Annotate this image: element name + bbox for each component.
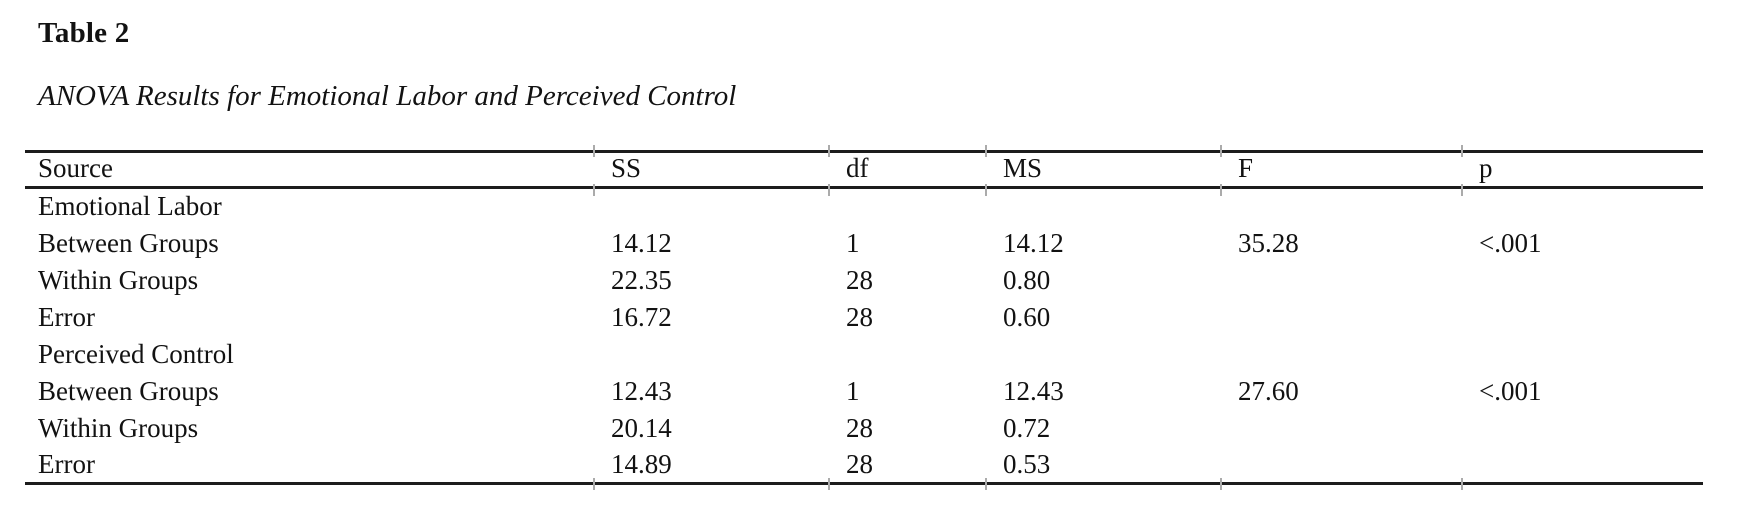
- cell-ss: 14.12: [611, 227, 672, 258]
- cell-f: 27.60: [1238, 375, 1299, 406]
- rule-tick: [1220, 184, 1222, 196]
- cell-p: <.001: [1479, 375, 1542, 406]
- cell-source: Error: [38, 448, 95, 479]
- rule-tick: [593, 184, 595, 196]
- table-row-section-emotional-labor: Emotional Labor: [25, 188, 1703, 225]
- cell-ms: 0.80: [1003, 264, 1051, 295]
- header-p: p: [1461, 151, 1703, 189]
- cell-f: [1220, 188, 1461, 225]
- cell-ms: 0.60: [1003, 301, 1051, 332]
- header-f: F: [1220, 151, 1461, 189]
- cell-ms: [985, 336, 1220, 373]
- header-row: Source SS df MS F p: [25, 151, 1703, 189]
- rule-tick: [985, 145, 987, 157]
- cell-ss: 14.89: [611, 448, 672, 479]
- table-title: ANOVA Results for Emotional Labor and Pe…: [38, 80, 737, 112]
- cell-f: 35.28: [1238, 227, 1299, 258]
- cell-ss: 12.43: [611, 375, 672, 406]
- cell-ss: 20.14: [611, 412, 672, 443]
- table-row-section-perceived-control: Perceived Control: [25, 336, 1703, 373]
- cell-source: Between Groups: [38, 227, 219, 258]
- cell-df: 28: [846, 448, 873, 479]
- cell-p: [1461, 188, 1703, 225]
- cell-ms: [985, 188, 1220, 225]
- cell-ms: 0.53: [1003, 448, 1051, 479]
- cell-source: Perceived Control: [38, 338, 234, 369]
- table-row: Within Groups 20.14 28 0.72: [25, 410, 1703, 447]
- cell-f: [1220, 262, 1461, 299]
- cell-source: Within Groups: [38, 264, 199, 295]
- header-ms: MS: [985, 151, 1220, 189]
- cell-ms: 12.43: [1003, 375, 1064, 406]
- cell-df: [828, 336, 985, 373]
- cell-f: [1220, 299, 1461, 336]
- rule-tick: [1220, 145, 1222, 157]
- header-ss: SS: [593, 151, 828, 189]
- table-row: Between Groups 12.43 1 12.43 27.60 <.001: [25, 373, 1703, 410]
- cell-f: [1220, 410, 1461, 447]
- rule-tick: [1461, 184, 1463, 196]
- cell-ss: 16.72: [611, 301, 672, 332]
- table-number: Table 2: [38, 17, 130, 49]
- cell-df: 28: [846, 301, 873, 332]
- header-df: df: [828, 151, 985, 189]
- cell-p: [1461, 447, 1703, 484]
- rule-tick: [985, 478, 987, 490]
- cell-source: Error: [38, 301, 95, 332]
- cell-f: [1220, 336, 1461, 373]
- cell-p: <.001: [1479, 227, 1542, 258]
- anova-table: Source SS df MS F p Emotional Labor: [25, 150, 1703, 485]
- rule-tick: [828, 145, 830, 157]
- cell-p: [1461, 299, 1703, 336]
- table-row: Within Groups 22.35 28 0.80: [25, 262, 1703, 299]
- cell-source: Emotional Labor: [38, 191, 222, 222]
- rule-tick: [593, 478, 595, 490]
- rule-tick: [828, 478, 830, 490]
- table-row: Error 16.72 28 0.60: [25, 299, 1703, 336]
- cell-p: [1461, 410, 1703, 447]
- cell-df: 28: [846, 412, 873, 443]
- cell-ss: [593, 336, 828, 373]
- cell-source: Between Groups: [38, 375, 219, 406]
- cell-ms: 0.72: [1003, 412, 1051, 443]
- rule-tick: [828, 184, 830, 196]
- cell-source: Within Groups: [38, 412, 199, 443]
- table-row: Error 14.89 28 0.53: [25, 447, 1703, 484]
- cell-df: 1: [846, 227, 860, 258]
- cell-ss: 22.35: [611, 264, 672, 295]
- rule-tick: [1461, 478, 1463, 490]
- rule-tick: [985, 184, 987, 196]
- cell-df: [828, 188, 985, 225]
- cell-ms: 14.12: [1003, 227, 1064, 258]
- cell-f: [1220, 447, 1461, 484]
- cell-ss: [593, 188, 828, 225]
- table-row: Between Groups 14.12 1 14.12 35.28 <.001: [25, 225, 1703, 262]
- cell-p: [1461, 262, 1703, 299]
- cell-df: 28: [846, 264, 873, 295]
- cell-p: [1461, 336, 1703, 373]
- rule-tick: [593, 145, 595, 157]
- anova-table-wrapper: Source SS df MS F p Emotional Labor: [25, 145, 1703, 490]
- header-source: Source: [25, 151, 593, 189]
- rule-tick: [1220, 478, 1222, 490]
- cell-df: 1: [846, 375, 860, 406]
- rule-tick: [1461, 145, 1463, 157]
